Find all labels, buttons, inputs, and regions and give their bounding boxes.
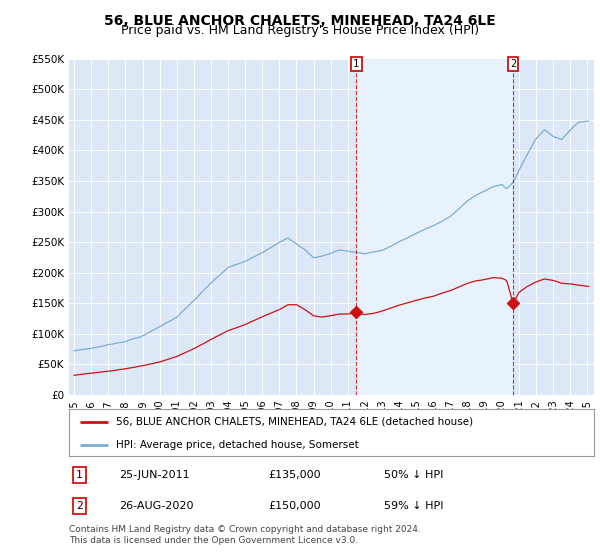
Text: 56, BLUE ANCHOR CHALETS, MINEHEAD, TA24 6LE (detached house): 56, BLUE ANCHOR CHALETS, MINEHEAD, TA24 … xyxy=(116,417,473,427)
Text: 50% ↓ HPI: 50% ↓ HPI xyxy=(384,470,443,480)
Text: HPI: Average price, detached house, Somerset: HPI: Average price, detached house, Some… xyxy=(116,440,359,450)
Text: 56, BLUE ANCHOR CHALETS, MINEHEAD, TA24 6LE: 56, BLUE ANCHOR CHALETS, MINEHEAD, TA24 … xyxy=(104,14,496,28)
Text: £150,000: £150,000 xyxy=(269,501,321,511)
Text: 26-AUG-2020: 26-AUG-2020 xyxy=(119,501,193,511)
Text: 2: 2 xyxy=(510,59,516,69)
Text: Contains HM Land Registry data © Crown copyright and database right 2024.
This d: Contains HM Land Registry data © Crown c… xyxy=(69,525,421,545)
Text: 59% ↓ HPI: 59% ↓ HPI xyxy=(384,501,443,511)
Bar xyxy=(356,59,513,395)
Text: Price paid vs. HM Land Registry's House Price Index (HPI): Price paid vs. HM Land Registry's House … xyxy=(121,24,479,37)
Text: 25-JUN-2011: 25-JUN-2011 xyxy=(119,470,190,480)
Text: 1: 1 xyxy=(353,59,359,69)
Text: 1: 1 xyxy=(76,470,83,480)
Text: £135,000: £135,000 xyxy=(269,470,321,480)
Text: 2: 2 xyxy=(76,501,83,511)
